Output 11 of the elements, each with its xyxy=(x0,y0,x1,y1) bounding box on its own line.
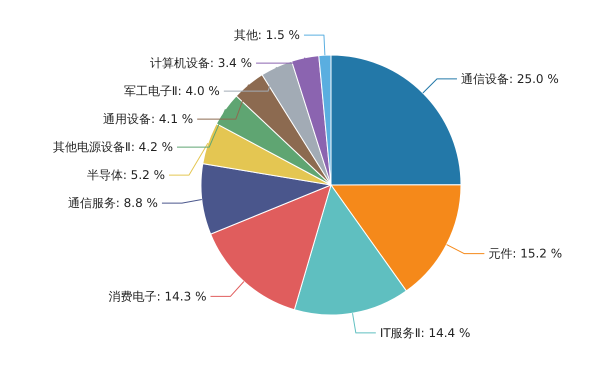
slice-label: 通信服务: 8.8 % xyxy=(68,196,158,210)
slice-label: 消费电子: 14.3 % xyxy=(108,289,206,304)
slice-label: 计算机设备: 3.4 % xyxy=(150,56,252,70)
slice-label: 通信设备: 25.0 % xyxy=(460,72,559,86)
slice-label: 半导体: 5.2 % xyxy=(86,168,165,182)
slice-label: IT服务Ⅱ: 14.4 % xyxy=(380,326,470,340)
slice-label: 其他: 1.5 % xyxy=(234,28,300,42)
slice-label: 其他电源设备Ⅱ: 4.2 % xyxy=(52,140,173,154)
slice-label: 军工电子Ⅱ: 4.0 % xyxy=(124,84,220,98)
slice-label: 通用设备: 4.1 % xyxy=(103,112,194,126)
slice-label: 元件: 15.2 % xyxy=(488,246,562,261)
